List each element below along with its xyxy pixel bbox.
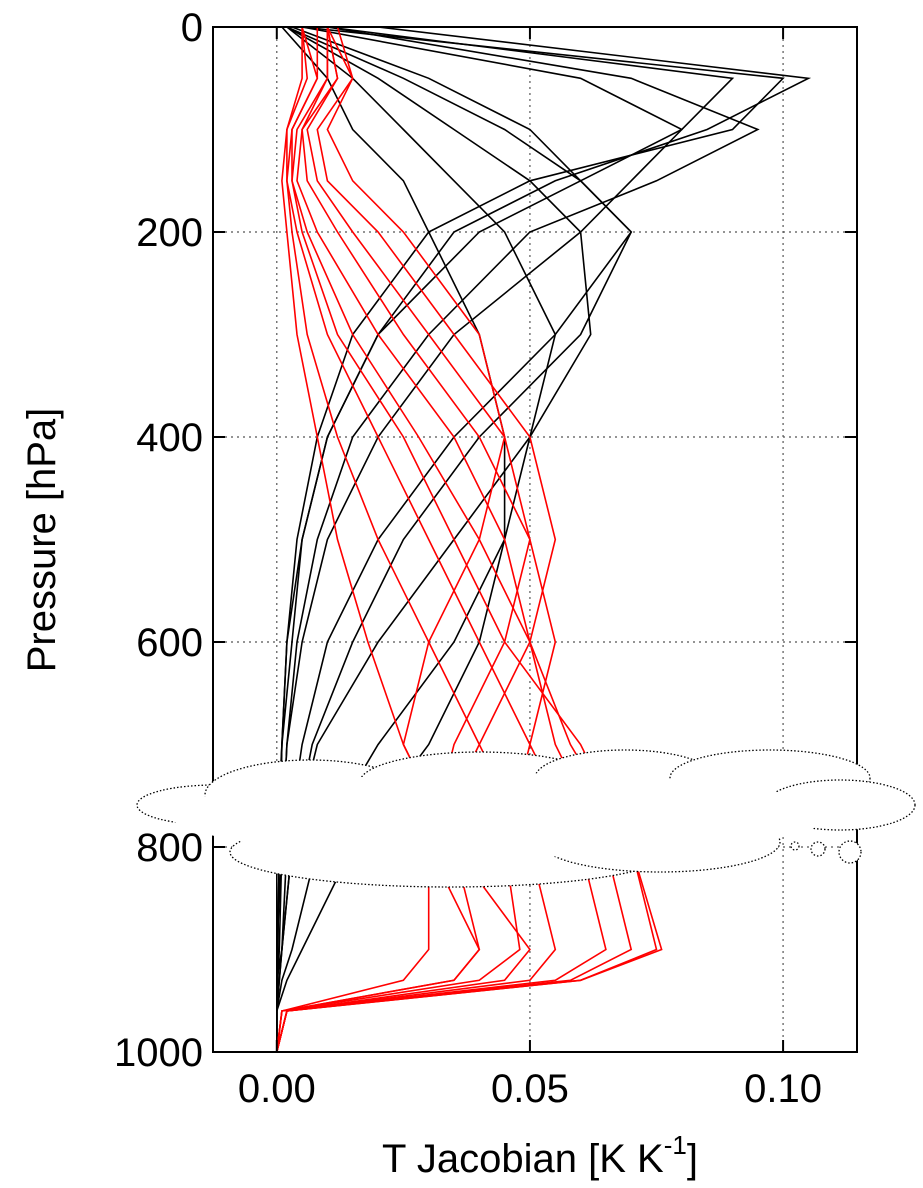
profile-line	[276, 27, 557, 1052]
profile-line	[275, 27, 592, 1052]
y-tick-label: 600	[136, 621, 203, 665]
plot-frame	[212, 26, 858, 1053]
profile-line	[275, 27, 557, 1052]
y-tick-label: 400	[136, 416, 203, 460]
x-axis-label-end: ]	[687, 1137, 698, 1181]
y-tick-label: 0	[181, 6, 203, 50]
profile-line	[276, 27, 663, 1052]
profile-line	[275, 27, 760, 1052]
grid	[213, 26, 857, 1053]
ticks: 0 200 400 600 800 1000 0.00 0.05 0.10	[114, 6, 857, 1111]
y-tick-label: 1000	[114, 1031, 203, 1075]
x-axis-label-superscript: -1	[664, 1130, 687, 1160]
profile-line	[276, 27, 557, 1052]
x-tick-label: 0.10	[744, 1067, 822, 1111]
y-tick-label: 200	[136, 211, 203, 255]
y-tick-label: 800	[136, 826, 203, 870]
cloud	[136, 749, 916, 888]
profile-line	[276, 27, 481, 1052]
profiles	[275, 27, 812, 1052]
profile-line	[275, 27, 633, 1052]
profile-line	[276, 27, 607, 1052]
x-axis-label-text: T Jacobian [K K	[382, 1137, 664, 1181]
x-axis-label: T Jacobian [K K-1]	[382, 1130, 698, 1181]
x-tick-label: 0.05	[491, 1067, 569, 1111]
y-axis-label: Pressure [hPa]	[20, 408, 64, 673]
profile-line	[276, 27, 633, 1052]
profile-line	[276, 27, 531, 1052]
x-tick-label: 0.00	[238, 1067, 316, 1111]
profile-line	[276, 27, 557, 1052]
profile-line	[275, 27, 506, 1052]
